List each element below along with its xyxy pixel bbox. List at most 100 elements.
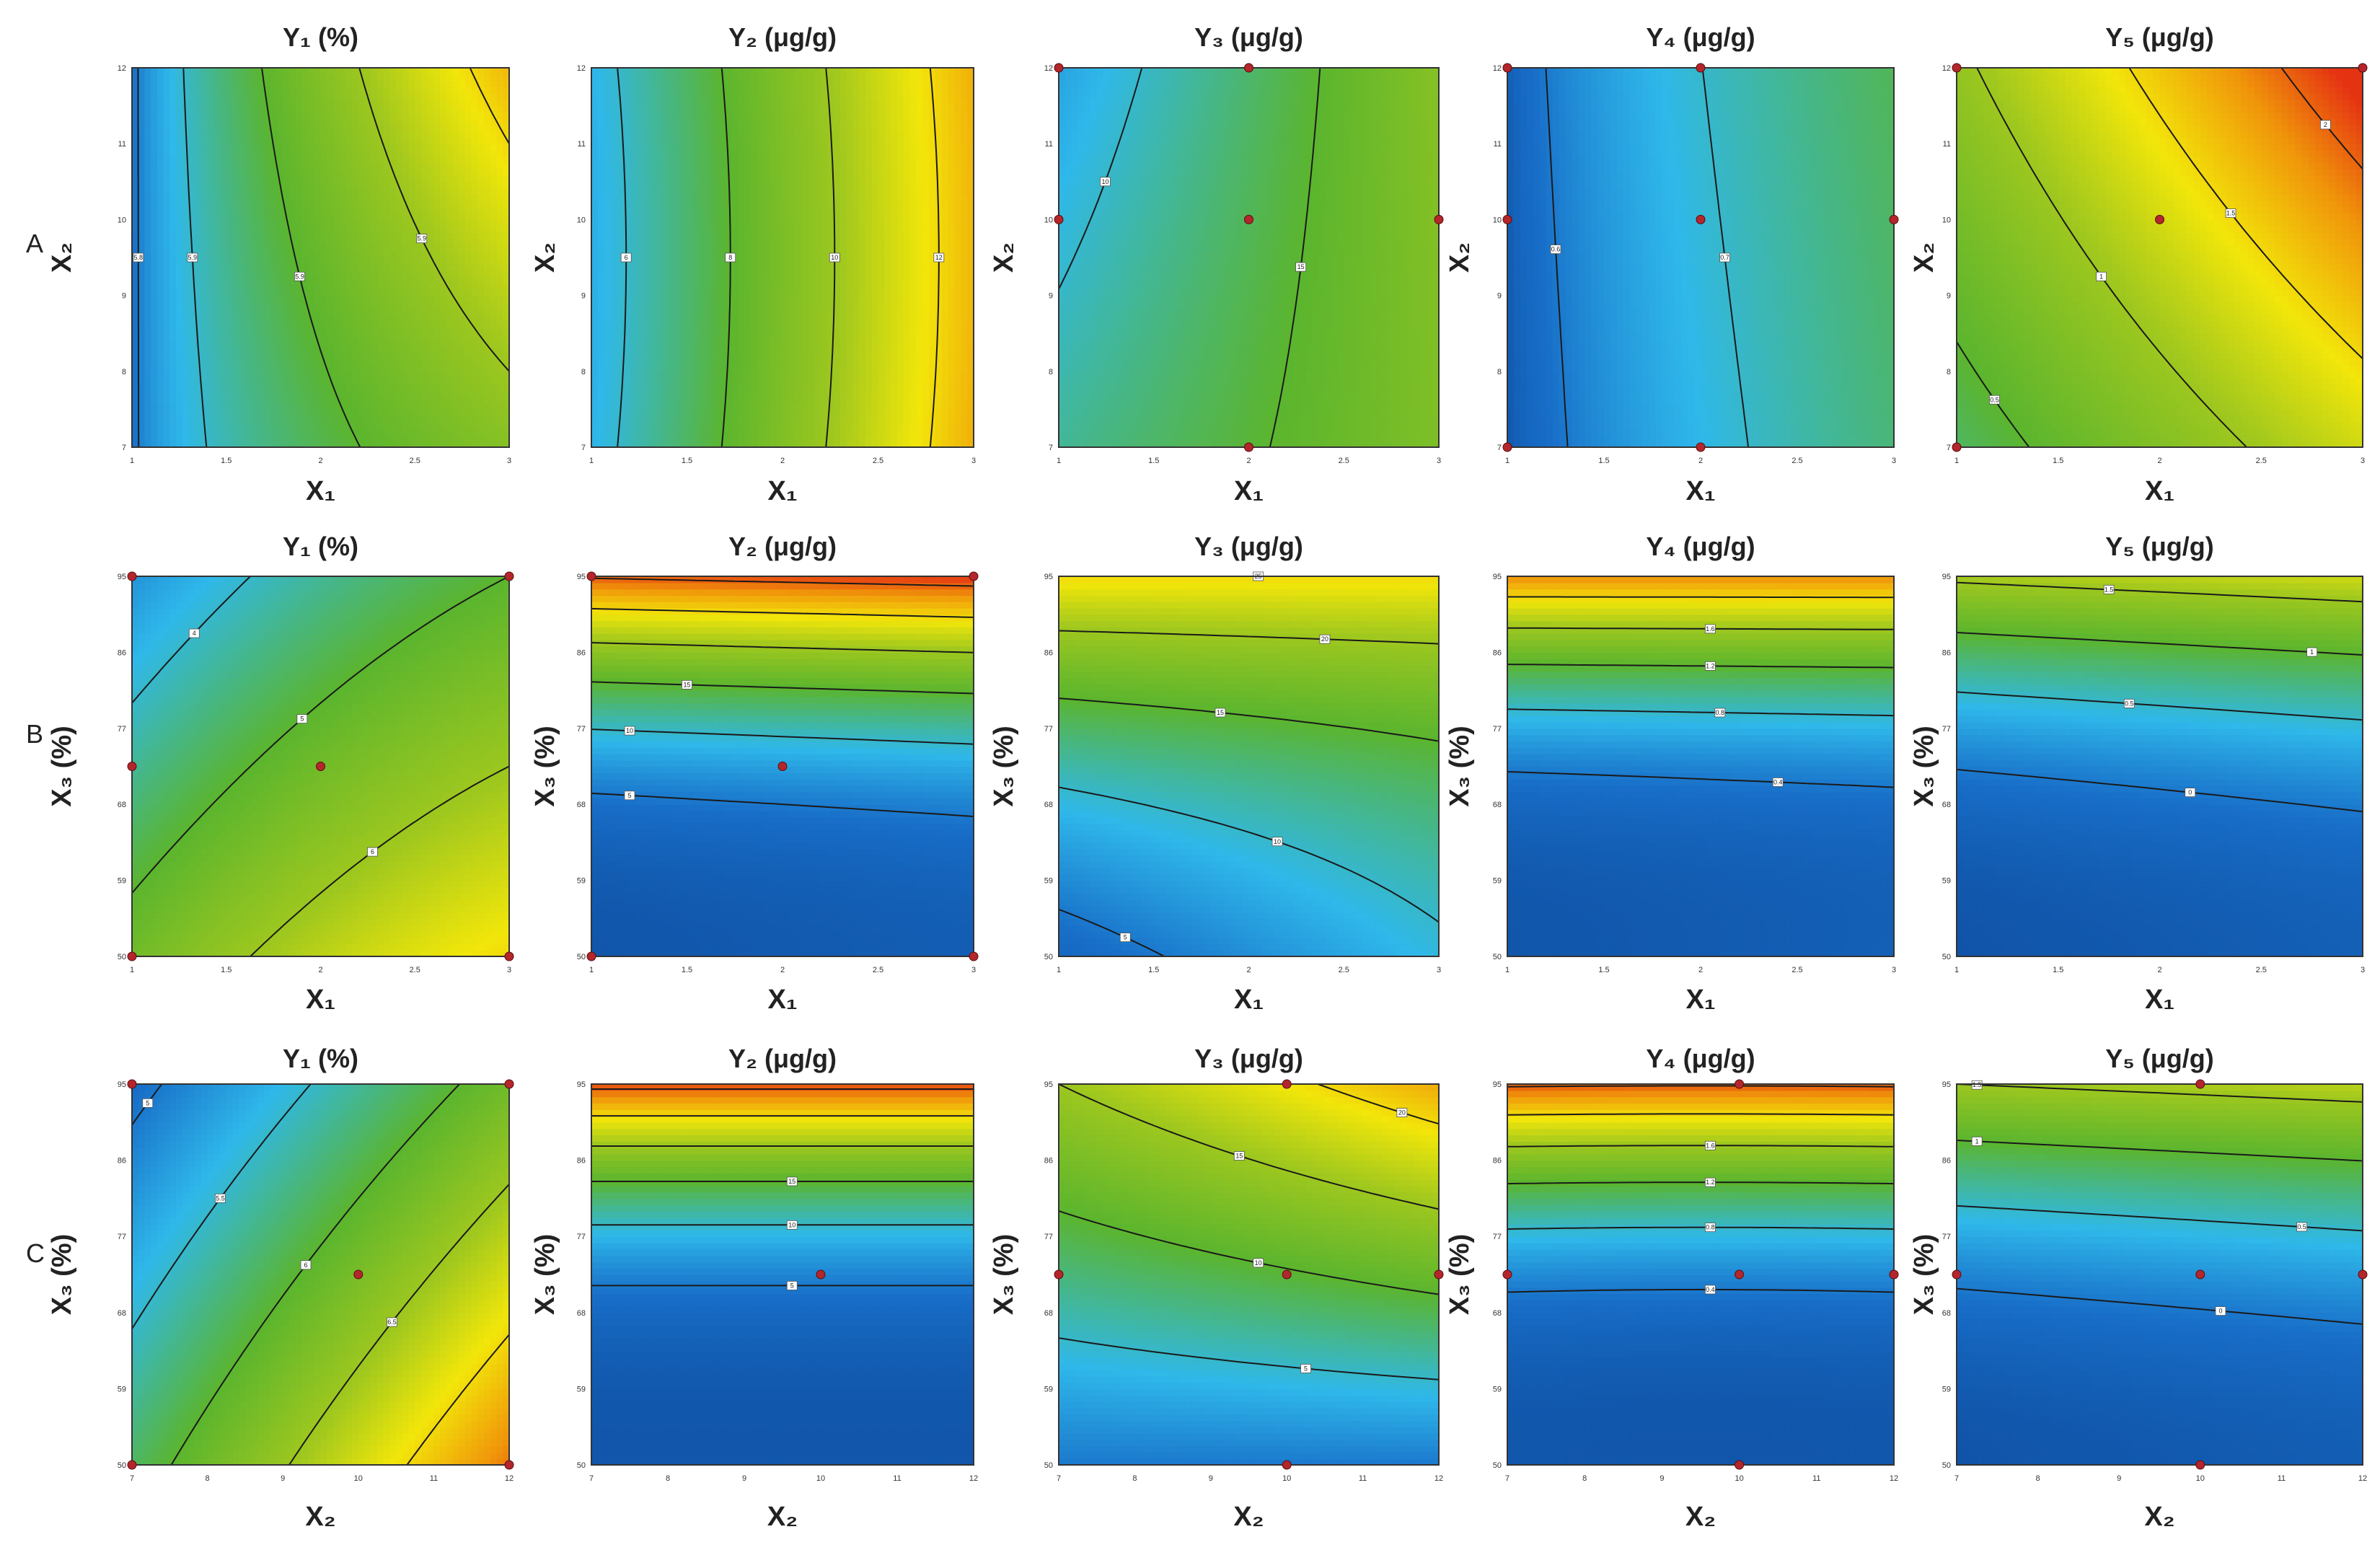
heat-cell (376, 434, 384, 441)
heat-cell (783, 308, 790, 315)
heat-cell (402, 415, 410, 423)
heat-cell (332, 251, 340, 258)
heat-cell (226, 358, 234, 366)
heat-cell (151, 124, 158, 132)
heat-cell (674, 402, 682, 410)
heat-cell (295, 402, 303, 410)
heat-cell (700, 428, 707, 436)
heat-cell (776, 434, 783, 441)
heat-cell (459, 219, 466, 226)
heat-cell (783, 352, 790, 359)
heat-cell (207, 213, 215, 221)
heat-cell (496, 93, 503, 100)
heat-cell (415, 295, 422, 303)
heat-cell (891, 434, 898, 441)
heat-cell (320, 93, 327, 100)
heat-cell (213, 80, 221, 87)
heat-cell (352, 245, 359, 252)
heat-cell (283, 99, 290, 107)
heat-cell (151, 181, 158, 189)
heat-cell (352, 93, 359, 100)
heat-cell (427, 213, 435, 221)
heat-cell (151, 162, 158, 169)
heat-cell (283, 415, 290, 423)
heat-cell (376, 245, 384, 252)
heat-cell (408, 232, 415, 239)
heat-cell (358, 345, 366, 353)
heat-cell (301, 402, 309, 410)
heat-cell (909, 415, 917, 423)
heat-cell (301, 238, 309, 246)
heat-cell (200, 434, 208, 441)
heat-cell (408, 118, 415, 126)
heat-cell (642, 384, 650, 391)
heat-cell (157, 206, 164, 214)
heat-cell (213, 333, 221, 340)
heat-cell (700, 409, 707, 416)
heat-cell (852, 358, 860, 366)
heat-cell (484, 112, 491, 119)
heat-cell (295, 87, 303, 94)
heat-cell (383, 74, 391, 82)
heat-cell (364, 441, 371, 447)
heat-cell (610, 333, 618, 340)
heat-cell (795, 301, 803, 309)
heat-cell (283, 188, 290, 195)
heat-cell (376, 402, 384, 410)
heat-cell (213, 118, 221, 126)
heat-cell (427, 441, 435, 447)
heat-cell (320, 226, 327, 233)
heat-cell (452, 365, 459, 372)
heat-cell (750, 327, 758, 334)
heat-cell (408, 308, 415, 315)
heat-cell (948, 314, 956, 322)
heat-cell (352, 188, 359, 195)
heat-cell (738, 301, 745, 309)
heat-cell (680, 434, 688, 441)
heat-cell (244, 144, 252, 151)
heat-cell (591, 390, 599, 397)
heat-cell (738, 314, 745, 322)
heat-cell (264, 415, 271, 423)
heat-cell (427, 206, 435, 214)
heat-cell (376, 219, 384, 226)
heat-cell (301, 232, 309, 239)
heat-cell (738, 428, 745, 436)
heat-cell (471, 194, 479, 201)
heat-cell (195, 149, 202, 157)
heat-cell (415, 131, 422, 138)
heat-cell (440, 352, 447, 359)
heat-cell (371, 213, 378, 221)
heat-cell (332, 124, 340, 132)
heat-cell (257, 263, 265, 271)
heat-cell (440, 289, 447, 296)
heat-cell (339, 333, 347, 340)
y-tick-label: 10 (118, 216, 126, 224)
heat-cell (182, 283, 190, 290)
heat-cell (903, 352, 911, 359)
heat-cell (635, 396, 643, 404)
heat-cell (371, 169, 378, 176)
heat-cell (244, 415, 252, 423)
heat-cell (763, 441, 771, 447)
heat-cell (459, 270, 466, 277)
heat-cell (878, 308, 886, 315)
heat-cell (687, 428, 695, 436)
heat-cell (610, 320, 618, 328)
heat-cell (452, 415, 459, 423)
heat-cell (801, 402, 809, 410)
heat-cell (484, 283, 491, 290)
heat-cell (376, 169, 384, 176)
heat-cell (345, 289, 353, 296)
heat-cell (440, 87, 447, 94)
heat-cell (376, 377, 384, 385)
heat-cell (195, 206, 202, 214)
heat-cell (440, 327, 447, 334)
heat-cell (674, 301, 682, 309)
heat-cell (954, 339, 962, 347)
heat-cell (776, 415, 783, 423)
heat-cell (496, 194, 503, 201)
heat-cell (496, 308, 503, 315)
heat-cell (364, 105, 371, 113)
heat-cell (503, 112, 509, 119)
